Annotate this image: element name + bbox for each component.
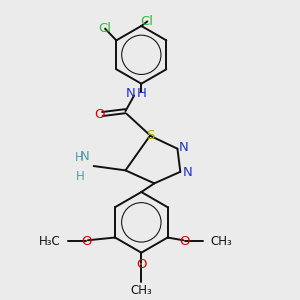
Text: H: H — [75, 151, 84, 164]
Text: O: O — [94, 107, 105, 121]
Text: H₃C: H₃C — [39, 235, 61, 248]
Text: H: H — [137, 87, 147, 100]
Text: Cl: Cl — [99, 22, 112, 35]
Text: CH₃: CH₃ — [211, 235, 232, 248]
Text: N: N — [80, 150, 89, 163]
Text: N: N — [183, 166, 193, 179]
Text: N: N — [126, 87, 136, 100]
Text: O: O — [81, 235, 92, 248]
Text: S: S — [146, 129, 154, 142]
Text: H: H — [76, 170, 85, 183]
Text: N: N — [179, 141, 189, 154]
Text: O: O — [179, 235, 190, 248]
Text: CH₃: CH₃ — [130, 284, 152, 298]
Text: Cl: Cl — [141, 15, 154, 28]
Text: O: O — [136, 258, 147, 271]
